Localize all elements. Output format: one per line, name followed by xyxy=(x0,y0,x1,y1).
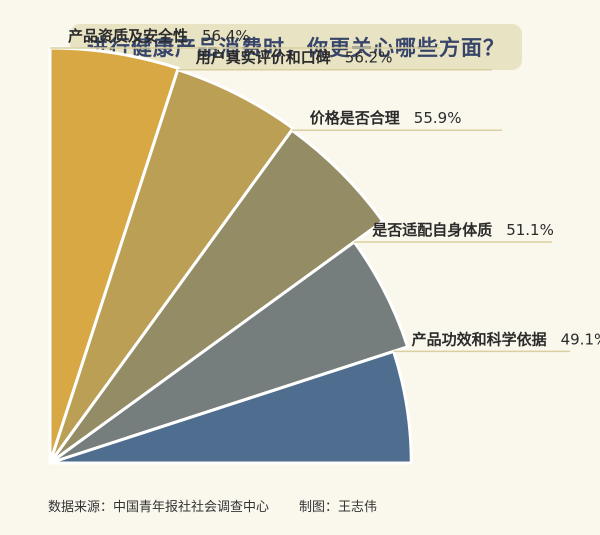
made-by: 制图：王志伟 xyxy=(299,500,378,515)
category-label-2: 用户真实评价和口碑 xyxy=(196,49,331,67)
value-label-1: 56.4% xyxy=(202,27,250,45)
value-label-2: 56.2% xyxy=(345,49,393,67)
value-label-3: 55.9% xyxy=(414,109,462,127)
source-note: 数据来源：中国青年报社社会调查中心 制图：王志伟 xyxy=(48,496,381,515)
category-label-3: 价格是否合理 xyxy=(310,109,400,127)
leader-line-group xyxy=(50,47,570,353)
label-group: 产品资质及安全性 56.4% 用户真实评价和口碑 56.2% 价格是否合理 55.9% 是否… xyxy=(68,27,600,348)
category-label-4: 是否适配自身体质 xyxy=(371,221,492,239)
value-label-4: 51.1% xyxy=(506,221,554,239)
value-label-5: 49.1% xyxy=(561,330,600,348)
category-label-1: 产品资质及安全性 xyxy=(68,27,188,45)
data-source: 数据来源：中国青年报社社会调查中心 xyxy=(48,500,270,515)
category-label-5: 产品功效和科学依据 xyxy=(412,330,547,348)
wedge-group xyxy=(48,46,413,465)
